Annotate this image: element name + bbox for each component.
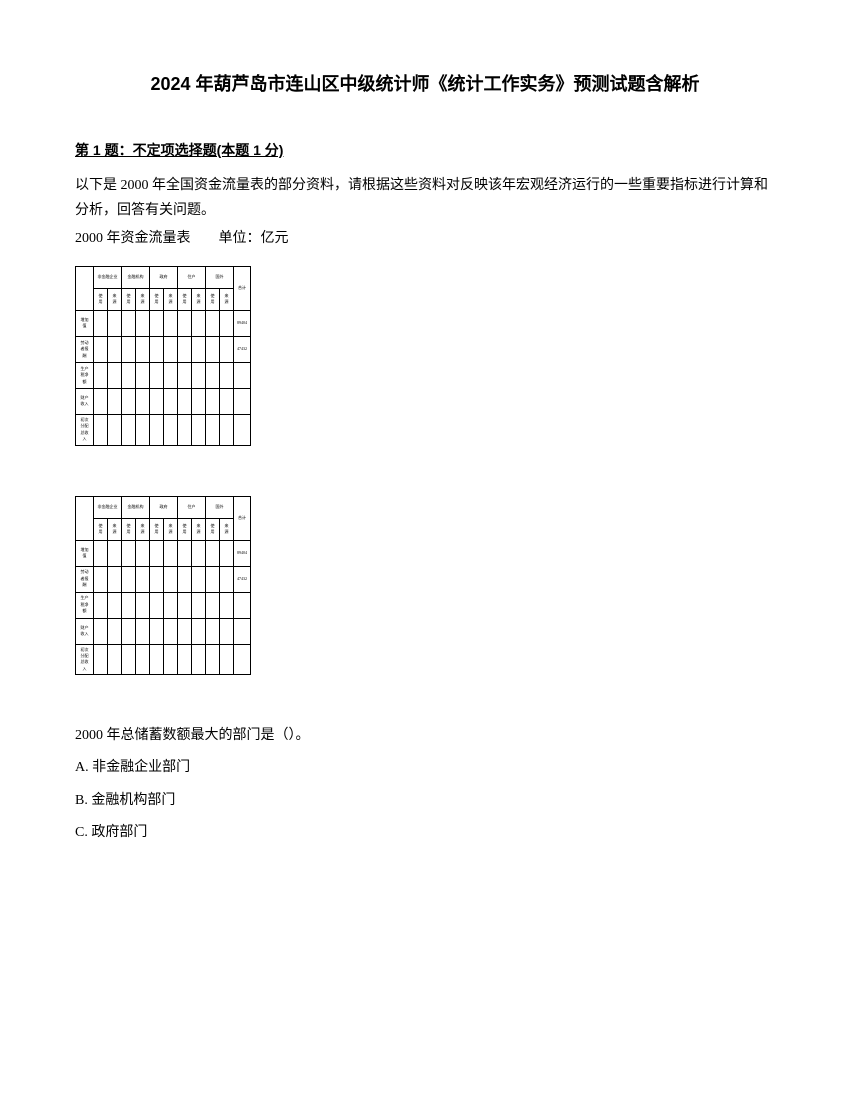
- option-c: C. 政府部门: [75, 822, 775, 844]
- option-b: B. 金融机构部门: [75, 790, 775, 812]
- question-header: 第 1 题：不定项选择题(本题 1 分): [75, 139, 775, 161]
- option-a: A. 非金融企业部门: [75, 757, 775, 779]
- intro-paragraph: 以下是 2000 年全国资金流量表的部分资料，请根据这些资料对反映该年宏观经济运…: [75, 173, 775, 223]
- page-title: 2024 年葫芦岛市连山区中级统计师《统计工作实务》预测试题含解析: [75, 70, 775, 99]
- data-table-1: 非金融企业 金融机构 政府 住户 国外 合计 使用 来源 使用 来源 使用 来源…: [75, 266, 251, 446]
- question-text: 2000 年总储蓄数额最大的部门是（）。: [75, 725, 775, 747]
- table-caption: 2000 年资金流量表 单位：亿元: [75, 228, 775, 250]
- data-table-2: 非金融企业 金融机构 政府 住户 国外 合计 使用 来源 使用 来源 使用 来源…: [75, 496, 251, 676]
